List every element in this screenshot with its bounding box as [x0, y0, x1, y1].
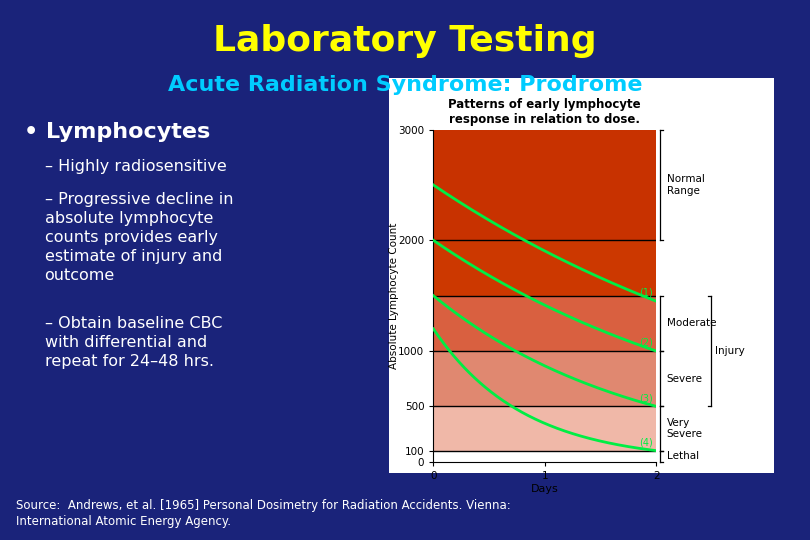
Text: (4): (4): [639, 437, 653, 447]
Text: – Highly radiosensitive: – Highly radiosensitive: [45, 159, 226, 174]
Text: Laboratory Testing: Laboratory Testing: [213, 24, 597, 58]
Text: – Obtain baseline CBC
with differential and
repeat for 24–48 hrs.: – Obtain baseline CBC with differential …: [45, 316, 222, 369]
Bar: [389, 78, 774, 472]
Text: Acute Radiation Syndrome: Prodrome: Acute Radiation Syndrome: Prodrome: [168, 75, 642, 94]
Bar: [433, 296, 656, 351]
Text: Very
Severe: Very Severe: [667, 418, 702, 440]
Bar: [433, 450, 656, 462]
Text: Moderate: Moderate: [667, 318, 716, 328]
Text: Absolute Lymphocyte Count: Absolute Lymphocyte Count: [390, 222, 399, 369]
Text: Lethal: Lethal: [667, 451, 699, 461]
X-axis label: Days: Days: [531, 483, 559, 494]
Text: Injury: Injury: [715, 346, 745, 356]
Text: (3): (3): [639, 393, 653, 403]
Bar: [433, 351, 656, 407]
Bar: [433, 407, 656, 450]
Text: (2): (2): [639, 338, 653, 348]
Bar: [433, 130, 656, 240]
Text: Normal
Range: Normal Range: [667, 174, 705, 195]
Text: Severe: Severe: [667, 374, 702, 384]
Bar: [433, 240, 656, 296]
Text: (1): (1): [639, 288, 653, 298]
Text: • Lymphocytes: • Lymphocytes: [24, 122, 211, 141]
Text: – Progressive decline in
absolute lymphocyte
counts provides early
estimate of i: – Progressive decline in absolute lympho…: [45, 192, 233, 284]
Title: Patterns of early lymphocyte
response in relation to dose.: Patterns of early lymphocyte response in…: [449, 98, 641, 126]
Text: Source:  Andrews, et al. [1965] Personal Dosimetry for Radiation Accidents. Vien: Source: Andrews, et al. [1965] Personal …: [16, 500, 511, 529]
